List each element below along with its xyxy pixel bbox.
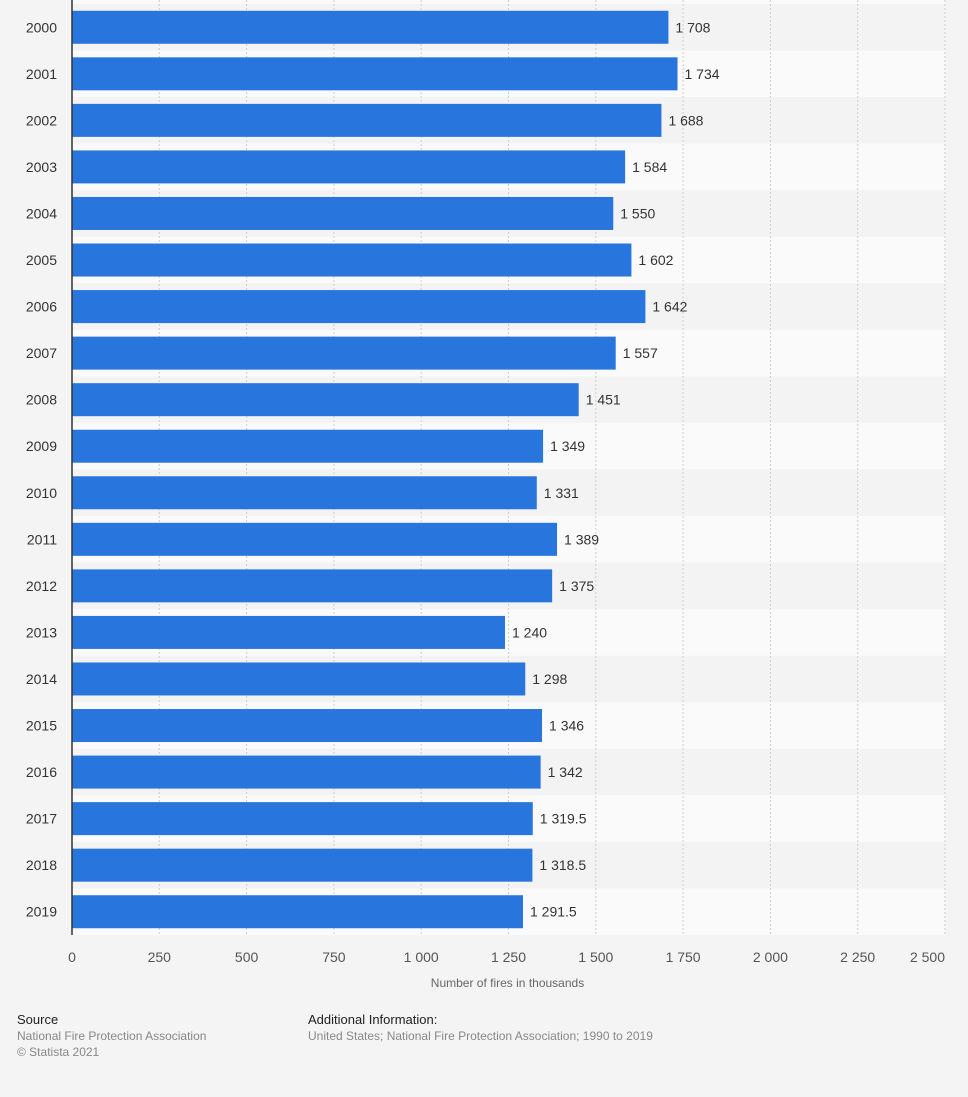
bar[interactable]: [72, 476, 537, 510]
category-label: 2004: [26, 205, 57, 221]
bar[interactable]: [72, 243, 632, 277]
data-label: 1 708: [675, 19, 710, 35]
data-label: 1 240: [512, 624, 547, 640]
x-tick-label: 2 500: [910, 949, 945, 965]
data-label: 1 346: [549, 718, 584, 734]
category-label: 2016: [26, 764, 57, 780]
category-label: 2006: [26, 299, 57, 315]
data-label: 1 375: [559, 578, 594, 594]
bar[interactable]: [72, 848, 533, 882]
bar[interactable]: [72, 57, 678, 91]
source-block: Source National Fire Protection Associat…: [17, 1012, 206, 1060]
bar[interactable]: [72, 755, 541, 789]
additional-info-text: United States; National Fire Protection …: [308, 1029, 653, 1043]
x-tick-label: 250: [148, 949, 172, 965]
bar[interactable]: [72, 383, 579, 417]
category-label: 2018: [26, 857, 57, 873]
category-label: 2017: [26, 811, 57, 827]
bar[interactable]: [72, 290, 646, 324]
bar[interactable]: [72, 569, 553, 603]
x-tick-label: 1 500: [578, 949, 613, 965]
data-label: 1 584: [632, 159, 667, 175]
x-tick-label: 1 250: [491, 949, 526, 965]
bar[interactable]: [72, 662, 526, 696]
data-label: 1 318.5: [539, 857, 586, 873]
data-label: 1 389: [564, 531, 599, 547]
data-label: 1 291.5: [530, 904, 577, 920]
bar[interactable]: [72, 196, 614, 230]
category-label: 2013: [26, 624, 57, 640]
bar-chart: 1 708 1 734 1 688 1 584 1 550 1 602 1 642 1 557…: [26, 0, 946, 990]
category-label: 2003: [26, 159, 57, 175]
source-text[interactable]: National Fire Protection Association: [17, 1029, 207, 1043]
x-axis-title: Number of fires in thousands: [431, 976, 584, 990]
bar[interactable]: [72, 802, 533, 836]
data-label: 1 557: [623, 345, 658, 361]
bar[interactable]: [72, 895, 523, 929]
bar[interactable]: [72, 615, 506, 649]
data-label: 1 342: [548, 764, 583, 780]
x-tick-label: 2 250: [840, 949, 875, 965]
category-label: 2002: [26, 112, 57, 128]
copyright: © Statista 2021: [17, 1045, 100, 1059]
bar[interactable]: [72, 336, 616, 370]
bar[interactable]: [72, 10, 669, 44]
category-label: 2011: [27, 531, 57, 547]
bar[interactable]: [72, 150, 626, 184]
source-heading: Source: [17, 1012, 59, 1027]
bar[interactable]: [72, 103, 662, 137]
data-label: 1 642: [652, 299, 687, 315]
x-tick-label: 500: [235, 949, 259, 965]
data-label: 1 451: [586, 392, 621, 408]
category-label: 2009: [26, 438, 57, 454]
data-label: 1 602: [638, 252, 673, 268]
data-label: 1 550: [620, 205, 655, 221]
category-label: 2019: [26, 904, 57, 920]
x-tick-label: 2 000: [753, 949, 788, 965]
x-tick-label: 1 000: [404, 949, 439, 965]
additional-info-block: Additional Information: United States; N…: [308, 1012, 653, 1044]
category-label: 2015: [26, 718, 57, 734]
data-label: 1 298: [532, 671, 567, 687]
bar[interactable]: [72, 709, 543, 743]
x-tick-labels: 0 250 500 750 1 000 1 250 1 500 1 750 2 000 2 250…: [68, 949, 945, 965]
x-tick-label: 1 750: [666, 949, 701, 965]
category-label: 2012: [26, 578, 57, 594]
additional-info-heading: Additional Information:: [308, 1012, 438, 1027]
x-tick-label: 750: [322, 949, 346, 965]
data-label: 1 688: [668, 112, 703, 128]
x-tick-label: 0: [68, 949, 76, 965]
data-label: 1 319.5: [540, 811, 587, 827]
category-labels: 2000 2001 2002 2003 2004 2005 2006 2007 2008 2009…: [26, 19, 57, 919]
data-labels: 1 708 1 734 1 688 1 584 1 550 1 602 1 642 1 557…: [512, 19, 720, 919]
bar[interactable]: [72, 429, 544, 463]
data-label: 1 734: [685, 66, 720, 82]
bar[interactable]: [72, 522, 558, 556]
category-label: 2007: [26, 345, 57, 361]
category-label: 2014: [26, 671, 57, 687]
bars: [72, 10, 678, 929]
category-label: 2005: [26, 252, 57, 268]
category-label: 2008: [26, 392, 57, 408]
category-label: 2001: [26, 66, 57, 82]
category-label: 2000: [26, 19, 57, 35]
data-label: 1 349: [550, 438, 585, 454]
data-label: 1 331: [544, 485, 579, 501]
category-label: 2010: [26, 485, 57, 501]
